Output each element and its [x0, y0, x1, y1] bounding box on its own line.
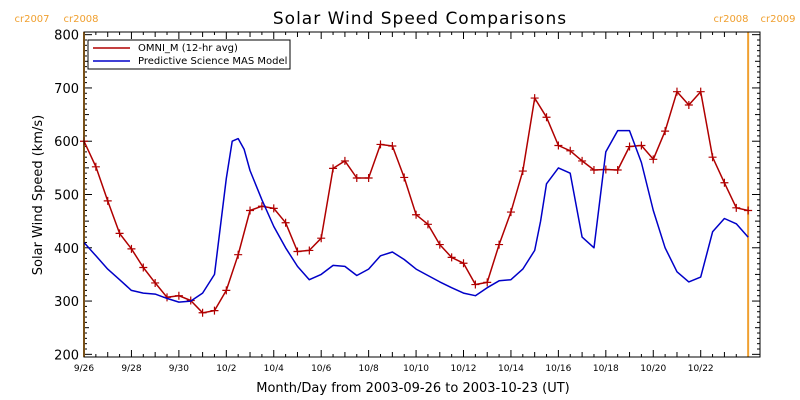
data-point-omni: [661, 127, 670, 136]
y-tick-label: 200: [54, 348, 79, 363]
x-axis-ticks: 9/26 9/28 9/30 10/2 10/4 10/6 10/8 10/10 10/12 10…: [74, 32, 761, 374]
data-point-omni: [530, 94, 539, 103]
data-point-omni: [542, 113, 551, 122]
data-point-omni: [352, 173, 361, 182]
data-point-omni: [293, 247, 302, 256]
y-tick-label: 800: [54, 29, 79, 44]
data-point-omni: [495, 240, 504, 249]
data-point-omni: [684, 100, 693, 109]
x-axis-label: Month/Day from 2003-09-26 to 2003-10-23 …: [256, 381, 569, 396]
data-point-omni: [637, 141, 646, 150]
data-point-omni: [234, 250, 243, 259]
y-axis-label: Solar Wind Speed (km/s): [31, 115, 46, 275]
data-point-omni: [459, 259, 468, 268]
data-point-omni: [317, 234, 326, 243]
data-point-omni: [447, 253, 456, 262]
data-point-omni: [423, 220, 432, 229]
data-point-omni: [732, 203, 741, 212]
data-point-omni: [578, 156, 587, 165]
data-point-omni: [340, 156, 349, 165]
cr-left-end-label: cr2008: [63, 14, 98, 25]
cr-left-start-label: cr2007: [14, 14, 49, 25]
data-point-omni: [91, 162, 100, 171]
data-point-omni: [506, 208, 515, 217]
y-tick-label: 500: [54, 189, 79, 204]
x-tick-label: 9/28: [121, 364, 141, 374]
legend-label-omni: OMNI_M (12-hr avg): [138, 43, 238, 54]
x-tick-label: 10/22: [688, 364, 714, 374]
data-point-omni: [554, 141, 563, 150]
data-point-omni: [412, 210, 421, 219]
data-point-omni: [696, 87, 705, 96]
data-point-omni: [388, 142, 397, 151]
x-tick-label: 10/16: [545, 364, 571, 374]
data-point-omni: [400, 173, 409, 182]
data-point-omni: [364, 173, 373, 182]
data-point-omni: [376, 140, 385, 149]
data-point-omni: [139, 263, 148, 272]
data-point-omni: [613, 165, 622, 174]
chart-title: Solar Wind Speed Comparisons: [273, 9, 567, 29]
data-point-omni: [151, 278, 160, 287]
data-point-omni: [103, 196, 112, 205]
data-point-omni: [518, 167, 527, 176]
y-tick-label: 700: [54, 82, 79, 97]
data-point-omni: [720, 178, 729, 187]
data-point-omni: [483, 278, 492, 287]
plot-frame: [83, 31, 761, 358]
data-point-omni: [174, 291, 183, 300]
cr-right-start-label: cr2008: [713, 14, 748, 25]
data-point-omni: [269, 204, 278, 213]
data-point-omni: [329, 164, 338, 173]
x-tick-label: 10/8: [359, 364, 379, 374]
carrington-markers: [83, 32, 750, 357]
data-point-omni: [127, 244, 136, 253]
data-point-omni: [471, 280, 480, 289]
data-point-omni: [566, 146, 575, 155]
data-point-omni: [589, 165, 598, 174]
legend: OMNI_M (12-hr avg) Predictive Science MA…: [87, 39, 291, 70]
x-tick-label: 10/10: [403, 364, 429, 374]
series-line-omni: [83, 90, 749, 314]
x-tick-label: 10/12: [451, 364, 477, 374]
x-tick-label: 10/18: [593, 364, 619, 374]
cr-right-end-label: cr2009: [760, 14, 795, 25]
data-point-omni: [281, 218, 290, 227]
legend-box: [87, 39, 291, 70]
data-point-omni: [744, 206, 753, 215]
series-line-mas: [83, 129, 749, 303]
x-tick-label: 10/4: [264, 364, 284, 374]
data-point-omni: [210, 306, 219, 315]
data-point-omni: [222, 286, 231, 295]
data-point-omni: [708, 153, 717, 162]
x-tick-label: 9/30: [169, 364, 189, 374]
x-tick-label: 10/2: [216, 364, 236, 374]
legend-label-mas: Predictive Science MAS Model: [138, 56, 287, 67]
data-point-omni: [672, 87, 681, 96]
x-tick-label: 10/20: [640, 364, 666, 374]
y-tick-label: 600: [54, 135, 79, 150]
y-tick-label: 400: [54, 242, 79, 257]
data-point-omni: [649, 155, 658, 164]
data-point-omni: [246, 206, 255, 215]
data-point-omni: [198, 308, 207, 317]
data-point-omni: [305, 246, 314, 255]
data-point-omni: [625, 142, 634, 151]
x-tick-label: 9/26: [74, 364, 94, 374]
data-point-omni: [115, 229, 124, 238]
y-axis-ticks: 200 300 400 500 600 700 800: [54, 29, 760, 363]
x-tick-label: 10/14: [498, 364, 524, 374]
y-tick-label: 300: [54, 295, 79, 310]
data-point-omni: [435, 240, 444, 249]
data-series: [80, 87, 753, 317]
x-tick-label: 10/6: [311, 364, 331, 374]
